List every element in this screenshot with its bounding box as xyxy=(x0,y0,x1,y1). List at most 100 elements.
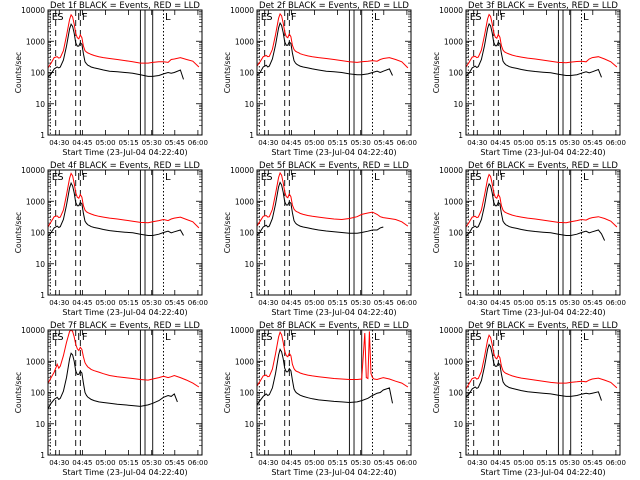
y-tick-label: 10 xyxy=(244,100,254,109)
y-tick-label: 1 xyxy=(40,291,45,300)
lld-series-line xyxy=(257,12,409,69)
events-series-line xyxy=(48,23,184,80)
x-tick-label: 06:00 xyxy=(606,459,626,467)
marker-label-E: E xyxy=(261,12,267,23)
marker-label-L: L xyxy=(165,172,171,183)
x-tick-label: 05:00 xyxy=(95,299,115,307)
x-tick-label: 05:45 xyxy=(374,299,394,307)
marker-label-L: L xyxy=(374,12,380,23)
plot-area xyxy=(257,330,409,455)
marker-label-I: I xyxy=(77,172,80,183)
x-tick-label: 05:45 xyxy=(583,139,603,147)
x-tick-label: 04:45 xyxy=(281,459,301,467)
lld-series-line xyxy=(466,173,618,228)
plot-frame xyxy=(47,169,203,296)
marker-label-S: S xyxy=(57,332,63,343)
plot-frame xyxy=(256,169,412,296)
events-series-line xyxy=(257,348,393,406)
marker-label-S: S xyxy=(57,12,63,23)
chart-panel-3: Det 3f BLACK = Events, RED = LLD 1 10 100 10… xyxy=(432,1,626,157)
y-tick-label: 10000 xyxy=(439,326,463,335)
chart-title: Det 2f BLACK = Events, RED = LLD xyxy=(259,1,409,11)
x-tick-label: 06:00 xyxy=(188,299,208,307)
x-axis-title: Start Time (23-Jul-04 04:22:40) xyxy=(62,468,187,477)
x-tick-label: 06:00 xyxy=(606,139,626,147)
plot-area xyxy=(466,10,618,135)
plot-frame xyxy=(47,9,203,136)
y-tick-label: 1000 xyxy=(26,357,45,366)
marker-label-I: I xyxy=(495,332,498,343)
x-tick-label: 05:15 xyxy=(327,299,347,307)
y-tick-label: 10000 xyxy=(230,166,254,175)
x-tick-label: 05:15 xyxy=(327,139,347,147)
x-tick-label: 05:30 xyxy=(351,139,371,147)
marker-label-I: I xyxy=(286,12,289,23)
marker-label-F: F xyxy=(291,12,297,23)
marker-label-F: F xyxy=(291,332,297,343)
y-tick-label: 100 xyxy=(31,69,46,78)
marker-label-E: E xyxy=(261,172,267,183)
x-tick-label: 04:45 xyxy=(72,459,92,467)
x-tick-label: 05:15 xyxy=(536,139,556,147)
marker-label-S: S xyxy=(475,12,481,23)
plot-frame xyxy=(465,169,621,296)
x-tick-label: 05:00 xyxy=(513,139,533,147)
x-tick-label: 05:30 xyxy=(560,139,580,147)
marker-label-L: L xyxy=(583,12,589,23)
x-tick-label: 05:45 xyxy=(165,459,185,467)
y-tick-label: 100 xyxy=(449,229,464,238)
chart-title: Det 6f BLACK = Events, RED = LLD xyxy=(468,161,618,171)
y-tick-label: 10 xyxy=(35,100,45,109)
y-tick-label: 100 xyxy=(31,389,46,398)
x-tick-label: 05:15 xyxy=(118,139,138,147)
marker-label-L: L xyxy=(165,332,171,343)
marker-label-S: S xyxy=(266,12,272,23)
x-tick-label: 04:30 xyxy=(49,139,69,147)
x-tick-label: 05:45 xyxy=(374,139,394,147)
x-tick-label: 04:45 xyxy=(490,139,510,147)
y-tick-label: 1000 xyxy=(26,197,45,206)
x-tick-label: 05:00 xyxy=(95,459,115,467)
marker-label-F: F xyxy=(82,12,88,23)
x-tick-label: 05:30 xyxy=(351,459,371,467)
marker-label-F: F xyxy=(500,332,506,343)
marker-label-I: I xyxy=(77,332,80,343)
plot-area xyxy=(257,170,409,295)
marker-label-L: L xyxy=(583,332,589,343)
x-tick-label: 04:30 xyxy=(49,459,69,467)
x-tick-label: 05:00 xyxy=(513,459,533,467)
x-tick-label: 05:45 xyxy=(583,299,603,307)
marker-label-E: E xyxy=(470,12,476,23)
y-tick-label: 1000 xyxy=(235,197,254,206)
x-tick-label: 05:30 xyxy=(142,299,162,307)
y-tick-label: 1 xyxy=(458,131,463,140)
x-tick-label: 05:30 xyxy=(142,459,162,467)
x-tick-label: 04:45 xyxy=(490,299,510,307)
y-tick-label: 10 xyxy=(453,100,463,109)
y-tick-label: 10 xyxy=(244,420,254,429)
plot-area xyxy=(466,170,618,295)
y-tick-label: 10 xyxy=(453,420,463,429)
plot-frame xyxy=(256,329,412,456)
y-tick-label: 10000 xyxy=(21,326,45,335)
chart-title: Det 3f BLACK = Events, RED = LLD xyxy=(468,1,618,11)
y-axis-title: Counts/sec xyxy=(14,212,23,253)
x-tick-label: 06:00 xyxy=(188,459,208,467)
y-tick-label: 1 xyxy=(249,131,254,140)
y-tick-label: 1000 xyxy=(444,357,463,366)
y-tick-label: 1000 xyxy=(444,37,463,46)
x-axis-title: Start Time (23-Jul-04 04:22:40) xyxy=(480,148,605,157)
x-tick-label: 04:30 xyxy=(49,299,69,307)
x-tick-label: 05:30 xyxy=(560,299,580,307)
events-series-line xyxy=(466,22,602,78)
y-axis-title: Counts/sec xyxy=(223,372,232,413)
x-tick-label: 05:30 xyxy=(142,139,162,147)
y-tick-label: 1 xyxy=(249,291,254,300)
y-tick-label: 10 xyxy=(35,420,45,429)
marker-label-S: S xyxy=(266,332,272,343)
marker-label-I: I xyxy=(495,172,498,183)
x-tick-label: 05:30 xyxy=(351,299,371,307)
marker-label-S: S xyxy=(475,332,481,343)
marker-label-F: F xyxy=(291,172,297,183)
